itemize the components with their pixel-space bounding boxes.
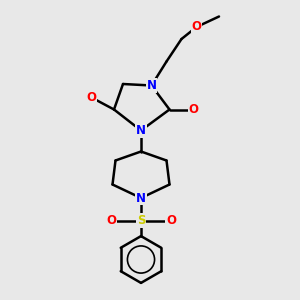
Text: O: O: [191, 20, 202, 34]
Text: O: O: [106, 214, 116, 227]
Text: N: N: [136, 124, 146, 137]
Text: N: N: [136, 191, 146, 205]
Text: O: O: [86, 91, 97, 104]
Text: O: O: [188, 103, 199, 116]
Text: N: N: [146, 79, 157, 92]
Text: S: S: [137, 214, 145, 227]
Text: O: O: [166, 214, 176, 227]
